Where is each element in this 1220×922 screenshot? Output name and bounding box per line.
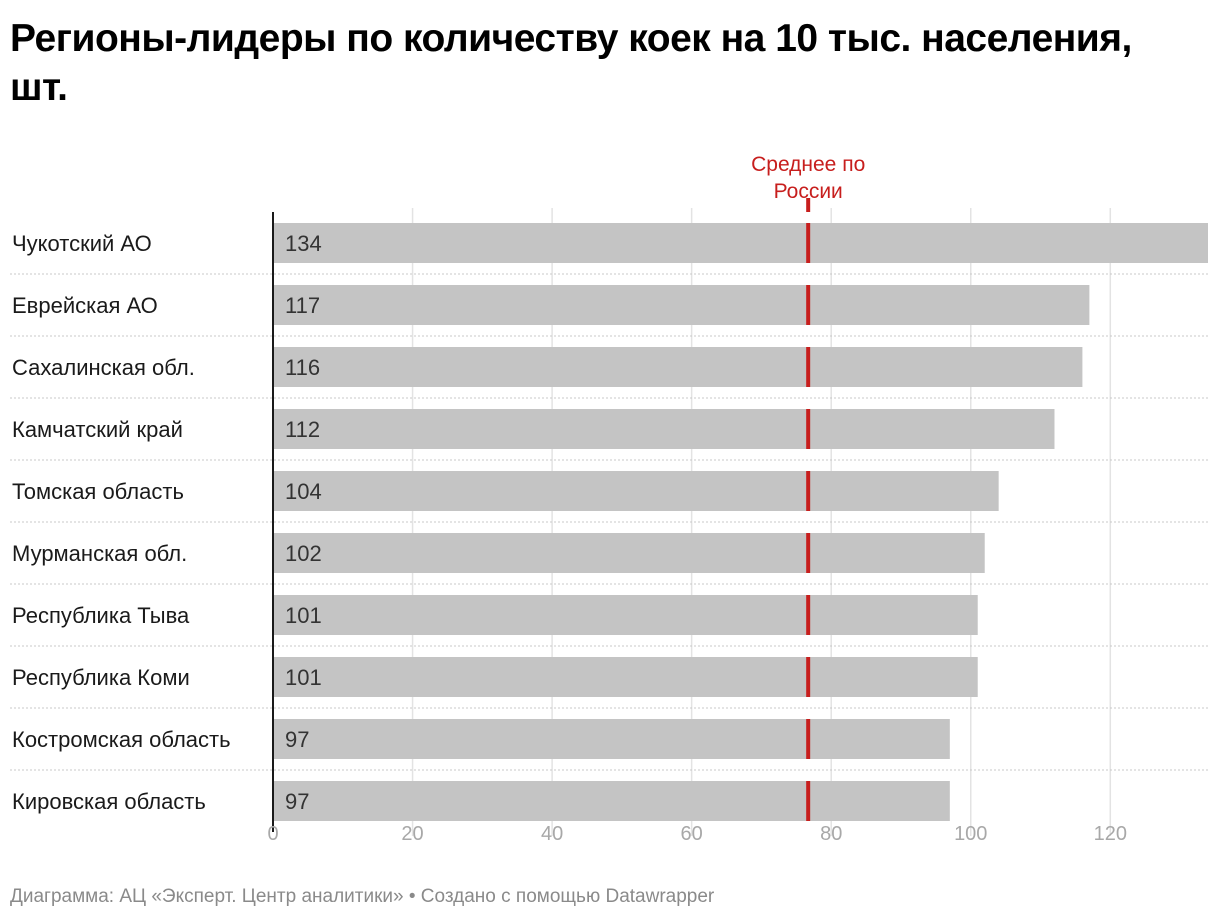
bar-chart: Чукотский АО 134 Еврейская АО 117 Сахалинска…	[10, 153, 1208, 845]
category-label-5: Томская область	[12, 479, 184, 504]
x-tick-label-120: 120	[1094, 823, 1127, 845]
x-tick-label-0: 0	[267, 823, 278, 845]
reference-line-group: Среднее по России	[751, 153, 865, 821]
reference-line-label-2: России	[774, 180, 843, 203]
value-label-3: 116	[285, 355, 320, 380]
value-label-10: 97	[285, 789, 309, 814]
bars	[273, 223, 1208, 821]
bar-10	[273, 781, 950, 821]
value-label-7: 101	[285, 603, 322, 628]
value-label-2: 117	[285, 293, 320, 318]
bar-3	[273, 347, 1083, 387]
category-label-9: Костромская область	[12, 727, 231, 752]
category-label-1: Чукотский АО	[12, 231, 152, 256]
bar-8	[273, 657, 978, 697]
labels: Чукотский АО 134 Еврейская АО 117 Сахалинска…	[12, 231, 322, 814]
source-footer: Диаграмма: АЦ «Эксперт. Центр аналитики»…	[10, 886, 715, 907]
x-tick-label-100: 100	[954, 823, 987, 845]
x-tick-label-40: 40	[541, 823, 563, 845]
value-label-4: 112	[285, 417, 320, 442]
value-label-8: 101	[285, 665, 322, 690]
x-tick-label-80: 80	[820, 823, 842, 845]
bar-2	[273, 285, 1090, 325]
bar-5	[273, 471, 999, 511]
bar-6	[273, 533, 985, 573]
category-label-2: Еврейская АО	[12, 293, 158, 318]
value-label-5: 104	[285, 479, 322, 504]
category-label-8: Республика Коми	[12, 665, 190, 690]
category-label-7: Республика Тыва	[12, 603, 190, 628]
bar-4	[273, 409, 1055, 449]
value-label-9: 97	[285, 727, 309, 752]
reference-line-label-1: Среднее по	[751, 153, 865, 176]
category-label-10: Кировская область	[12, 789, 206, 814]
x-tick-label-20: 20	[401, 823, 423, 845]
category-label-4: Камчатский край	[12, 417, 183, 442]
bar-1	[273, 223, 1208, 263]
axes: 0 20 40 60 80 100 120	[267, 212, 1127, 845]
category-label-3: Сахалинская обл.	[12, 355, 195, 380]
category-label-6: Мурманская обл.	[12, 541, 187, 566]
bar-7	[273, 595, 978, 635]
chart-title: Регионы-лидеры по количеству коек на 10 …	[10, 17, 1132, 109]
bar-9	[273, 719, 950, 759]
value-label-1: 134	[285, 231, 322, 256]
value-label-6: 102	[285, 541, 322, 566]
x-tick-label-60: 60	[681, 823, 703, 845]
